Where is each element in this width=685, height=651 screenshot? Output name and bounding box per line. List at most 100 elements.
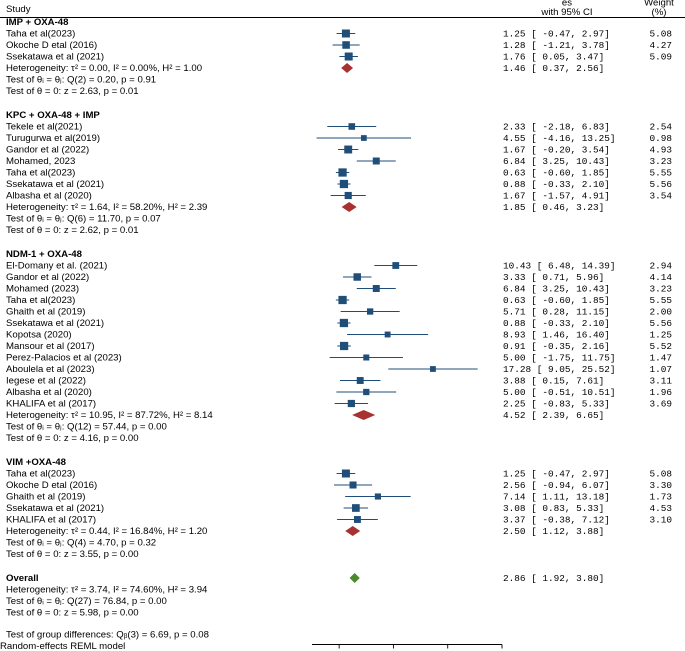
study-ci-text: 8.93 [ 1.46, 16.40]	[503, 330, 610, 341]
study-ci-text: 5.71 [ 0.28, 11.15]	[503, 307, 610, 318]
study-marker	[342, 41, 350, 49]
study-weight: 3.69	[649, 399, 672, 410]
overall-test-equal: Test of θᵢ = θⱼ: Q(27) = 76.84, p = 0.00	[6, 596, 167, 607]
study-ci-text: 1.76 [ 0.05, 3.47]	[503, 52, 604, 63]
study-marker	[349, 481, 357, 489]
study-marker	[339, 179, 349, 189]
study-label: Turugurwa et al(2019)	[6, 133, 100, 144]
study-marker	[348, 123, 356, 130]
study-label: Taha et al(2023)	[6, 469, 75, 480]
study-label: Taha et al(2023)	[6, 168, 75, 179]
study-marker	[341, 29, 350, 38]
study-marker	[339, 341, 349, 351]
study-weight: 3.23	[649, 156, 672, 167]
study-ci-text: 0.91 [ -0.35, 2.16]	[503, 341, 610, 352]
study-label: Okoche D etal (2016)	[6, 480, 97, 491]
study-label: Okoche D etal (2016)	[6, 40, 97, 51]
study-ci-text: 2.56 [ -0.94, 6.07]	[503, 480, 610, 491]
subgroup-heterogeneity: Heterogeneity: τ² = 0.44, I² = 16.84%, H…	[6, 526, 207, 537]
study-ci-text: 10.43 [ 6.48, 14.39]	[503, 261, 616, 272]
subgroup-pooled-ci-text: 1.46 [ 0.37, 2.56]	[503, 63, 604, 74]
study-marker	[338, 168, 347, 177]
study-marker	[363, 388, 370, 396]
subgroup-test-equal: Test of θᵢ = θⱼ: Q(6) = 11.70, p = 0.07	[6, 214, 161, 225]
study-label: Ghaith et al (2019)	[6, 307, 85, 318]
study-ci-text: 7.14 [ 1.11, 13.18]	[503, 492, 610, 503]
subgroup-pooled-diamond	[341, 63, 354, 73]
overall-heterogeneity: Heterogeneity: τ² = 3.74, I² = 74.60%, H…	[6, 585, 208, 596]
study-marker	[384, 331, 391, 338]
study-marker	[344, 52, 353, 61]
subgroup-test-equal: Test of θᵢ = θⱼ: Q(4) = 4.70, p = 0.32	[6, 538, 156, 549]
subgroup-title: NDM-1 + OXA-48	[6, 249, 83, 260]
study-marker	[366, 308, 374, 315]
study-label: Perez-Palacios et al (2023)	[6, 353, 122, 364]
study-label: Gandor et al (2022)	[6, 272, 89, 283]
study-label: Ssekatawa et al (2021)	[6, 503, 104, 514]
study-ci-text: 0.88 [ -0.33, 2.10]	[503, 179, 610, 190]
study-ci-text: 0.88 [ -0.33, 2.10]	[503, 318, 610, 329]
study-weight: 3.11	[649, 376, 672, 387]
study-marker	[360, 135, 367, 141]
study-marker	[347, 399, 355, 408]
group-difference-test: Test of group differences: Qᵦ(3) = 6.69,…	[6, 630, 209, 641]
study-weight: 1.96	[649, 387, 672, 398]
study-ci-text: 3.88 [ 0.15, 7.61]	[503, 376, 604, 387]
study-weight: 5.08	[649, 29, 672, 40]
study-marker	[353, 273, 361, 281]
study-label: El-Domany et al. (2021)	[6, 261, 107, 272]
subgroup-pooled-diamond	[341, 202, 357, 212]
study-ci-text: 1.25 [ -0.47, 2.97]	[503, 469, 610, 480]
study-label: Ssekatawa et al (2021)	[6, 318, 104, 329]
header-weight-unit: (%)	[652, 7, 667, 18]
study-ci-text: 1.67 [ -0.20, 3.54]	[503, 145, 610, 156]
study-ci-text: 5.00 [ -1.75, 11.75]	[503, 353, 616, 364]
study-label: Iegese et al (2022)	[6, 376, 86, 387]
study-ci-text: 3.37 [ -0.38, 7.12]	[503, 515, 610, 526]
study-weight: 5.55	[649, 168, 672, 179]
study-weight: 4.14	[649, 272, 672, 283]
study-weight: 1.73	[649, 492, 672, 503]
subgroup-test-zero: Test of θ = 0: z = 2.63, p = 0.01	[6, 86, 139, 97]
subgroup-test-zero: Test of θ = 0: z = 3.55, p = 0.00	[6, 549, 139, 560]
study-marker	[372, 157, 380, 165]
study-weight: 4.93	[649, 145, 672, 156]
study-label: Kopotsa (2020)	[6, 330, 72, 341]
study-weight: 1.07	[649, 364, 672, 375]
study-weight: 1.47	[649, 353, 672, 364]
subgroup-pooled-diamond	[345, 526, 361, 536]
study-weight: 3.30	[649, 480, 672, 491]
study-ci-text: 3.33 [ 0.71, 5.96]	[503, 272, 604, 283]
header-es-ci: with 95% CI	[540, 7, 592, 18]
study-label: Taha et al(2023)	[6, 295, 75, 306]
study-label: KHALIFA et al (2017)	[6, 399, 96, 410]
study-weight: 4.53	[649, 503, 672, 514]
subgroup-pooled-ci-text: 2.50 [ 1.12, 3.88]	[503, 526, 604, 537]
study-weight: 3.10	[649, 515, 672, 526]
study-ci-text: 1.28 [ -1.21, 3.78]	[503, 40, 610, 51]
study-weight: 3.23	[649, 284, 672, 295]
subgroup-heterogeneity: Heterogeneity: τ² = 0.00, I² = 0.00%, H²…	[6, 63, 202, 74]
study-weight: 5.56	[649, 318, 672, 329]
study-label: Aboulela et al (2023)	[6, 364, 95, 375]
study-ci-text: 2.33 [ -2.18, 6.83]	[503, 122, 610, 133]
study-ci-text: 0.63 [ -0.60, 1.85]	[503, 168, 610, 179]
header-weight: Weight	[644, 0, 674, 9]
subgroup-test-equal: Test of θᵢ = θⱼ: Q(12) = 57.44, p = 0.00	[6, 422, 167, 433]
study-weight: 2.54	[649, 122, 672, 133]
study-ci-text: 4.55 [ -4.16, 13.25]	[503, 133, 616, 144]
study-marker	[341, 469, 350, 478]
study-weight: 1.25	[649, 330, 672, 341]
study-ci-text: 17.28 [ 9.05, 25.52]	[503, 364, 616, 375]
study-marker	[372, 285, 380, 292]
study-marker	[392, 262, 400, 269]
study-label: Mohamed, 2023	[6, 156, 75, 167]
study-weight: 4.27	[649, 40, 672, 51]
study-marker	[374, 493, 381, 500]
study-ci-text: 2.25 [ -0.83, 5.33]	[503, 399, 610, 410]
study-weight: 5.56	[649, 179, 672, 190]
overall-diamond	[349, 573, 360, 583]
subgroup-title: IMP + OXA-48	[6, 17, 69, 28]
study-marker	[430, 366, 436, 372]
